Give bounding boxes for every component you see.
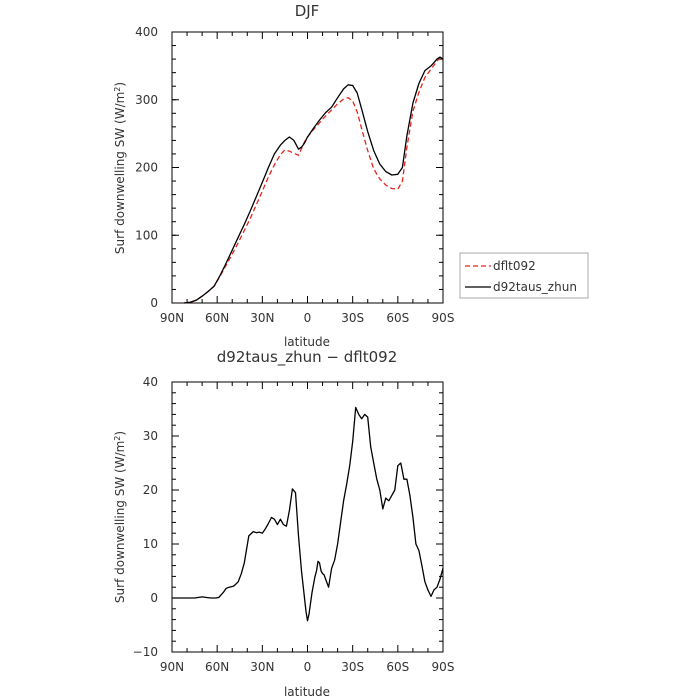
legend-box xyxy=(459,252,589,299)
y-tick-label: 400 xyxy=(135,25,158,39)
x-tick-label: 90S xyxy=(432,311,455,325)
x-tick-label: 0 xyxy=(304,660,312,674)
y-tick-label: 300 xyxy=(135,93,158,107)
y-tick-label: −10 xyxy=(133,645,158,659)
x-tick-label: 30S xyxy=(341,660,364,674)
series-line-d92taus_zhun xyxy=(183,56,444,304)
x-tick-labels: 90N 60N 30N 0 30S 60S 90S xyxy=(160,311,455,325)
x-tick-label: 60N xyxy=(205,311,229,325)
legend-label-d92taus_zhun: d92taus_zhun xyxy=(493,280,577,294)
plot-frame xyxy=(171,381,444,653)
tick-marks xyxy=(171,381,444,653)
x-tick-label: 30S xyxy=(341,311,364,325)
difference-panel: d92taus_zhun − dflt092 90N 60N 30N 0 30S 60S 9… xyxy=(113,348,455,699)
y-tick-label: 200 xyxy=(135,161,158,175)
y-axis-label-text: Surf downwelling SW (W/m xyxy=(113,92,127,254)
y-tick-label: 30 xyxy=(143,429,158,443)
series-layer xyxy=(183,56,444,304)
y-tick-label: 0 xyxy=(150,296,158,310)
y-axis-label-end: ) xyxy=(113,82,127,87)
legend: dflt092 d92taus_zhun xyxy=(459,252,589,299)
y-tick-label: 10 xyxy=(143,537,158,551)
x-tick-label: 30N xyxy=(250,311,274,325)
series-line-difference-0 xyxy=(172,406,444,622)
x-tick-label: 0 xyxy=(304,311,312,325)
y-axis-label-end: ) xyxy=(113,431,127,436)
x-tick-label: 90N xyxy=(160,660,184,674)
y-tick-labels: −10 0 10 20 30 40 xyxy=(133,375,158,659)
y-axis-label-text: Surf downwelling SW (W/m xyxy=(113,441,127,603)
legend-label-dflt092: dflt092 xyxy=(493,259,536,273)
x-tick-label: 60S xyxy=(386,311,409,325)
y-axis-label-superscript: 2 xyxy=(113,87,122,92)
x-axis-label: latitude xyxy=(284,685,330,699)
djf-panel: DJF 90N 60N 30N 0 30S 60S 90S 0 100 200 300 400 la… xyxy=(113,2,589,349)
chart-title: DJF xyxy=(295,2,320,20)
x-tick-label: 30N xyxy=(250,660,274,674)
x-axis-label: latitude xyxy=(284,335,330,349)
y-tick-label: 20 xyxy=(143,483,158,497)
chart-title: d92taus_zhun − dflt092 xyxy=(217,348,397,367)
x-tick-label: 60S xyxy=(386,660,409,674)
y-tick-label: 40 xyxy=(143,375,158,389)
y-tick-label: 100 xyxy=(135,228,158,242)
series-layer xyxy=(172,406,444,622)
x-tick-labels: 90N 60N 30N 0 30S 60S 90S xyxy=(160,660,455,674)
x-tick-label: 90N xyxy=(160,311,184,325)
y-tick-labels: 0 100 200 300 400 xyxy=(135,25,158,310)
x-tick-label: 90S xyxy=(432,660,455,674)
y-axis-label-superscript: 2 xyxy=(113,436,122,441)
y-axis-label: Surf downwelling SW (W/m2) xyxy=(113,431,128,603)
x-tick-label: 60N xyxy=(205,660,229,674)
y-tick-label: 0 xyxy=(150,591,158,605)
y-axis-label: Surf downwelling SW (W/m2) xyxy=(113,82,128,254)
series-line-dflt092 xyxy=(183,57,444,304)
plot-frame xyxy=(171,31,444,304)
